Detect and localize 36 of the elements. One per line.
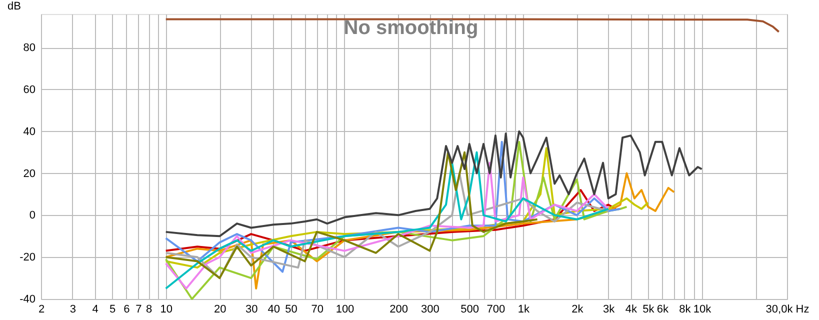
x-tick-label: 8 (146, 304, 152, 316)
x-tick-label: 70 (311, 304, 324, 316)
y-tick-label: 40 (23, 126, 36, 138)
y-tick-label: 60 (23, 84, 36, 96)
x-tick-label: 1k (518, 304, 530, 316)
x-tick-label: 100 (336, 304, 354, 316)
x-tick-label: 8k (679, 304, 692, 316)
x-tick-label: 6 (124, 304, 130, 316)
x-tick-label: 3 (70, 304, 76, 316)
y-tick-label: -40 (20, 294, 36, 306)
y-axis-title: dB (8, 0, 21, 12)
x-tick-label: 40 (268, 304, 280, 316)
y-tick-label: -20 (20, 252, 36, 264)
x-tick-label: 30 (245, 304, 258, 316)
x-tick-label: 2 (38, 304, 45, 316)
x-tick-label: 10 (160, 304, 172, 316)
x-tick-label: 7 (136, 304, 142, 316)
x-tick-label: 500 (460, 304, 480, 316)
y-tick-label: 20 (23, 168, 36, 180)
x-tick-label: 6k (656, 304, 669, 316)
x-tick-label: 200 (390, 304, 408, 316)
x-tick-label: 3k (603, 304, 616, 316)
x-tick-label: 300 (421, 304, 440, 316)
x-tick-label: 5 (110, 304, 116, 316)
x-tick-label: 4 (92, 304, 98, 316)
x-tick-label: 30,0k Hz (766, 304, 810, 316)
x-tick-label: 700 (486, 304, 506, 316)
annotation: No smoothing (344, 17, 478, 39)
y-tick-label: 80 (23, 42, 36, 54)
x-tick-label: 4k (625, 304, 638, 316)
x-tick-label: 5k (642, 304, 655, 316)
x-tick-label: 50 (285, 304, 298, 316)
x-tick-label: 20 (214, 304, 226, 316)
x-tick-label: 2k (572, 304, 584, 316)
x-tick-label: 10k (693, 304, 712, 316)
y-tick-label: 0 (29, 210, 36, 222)
